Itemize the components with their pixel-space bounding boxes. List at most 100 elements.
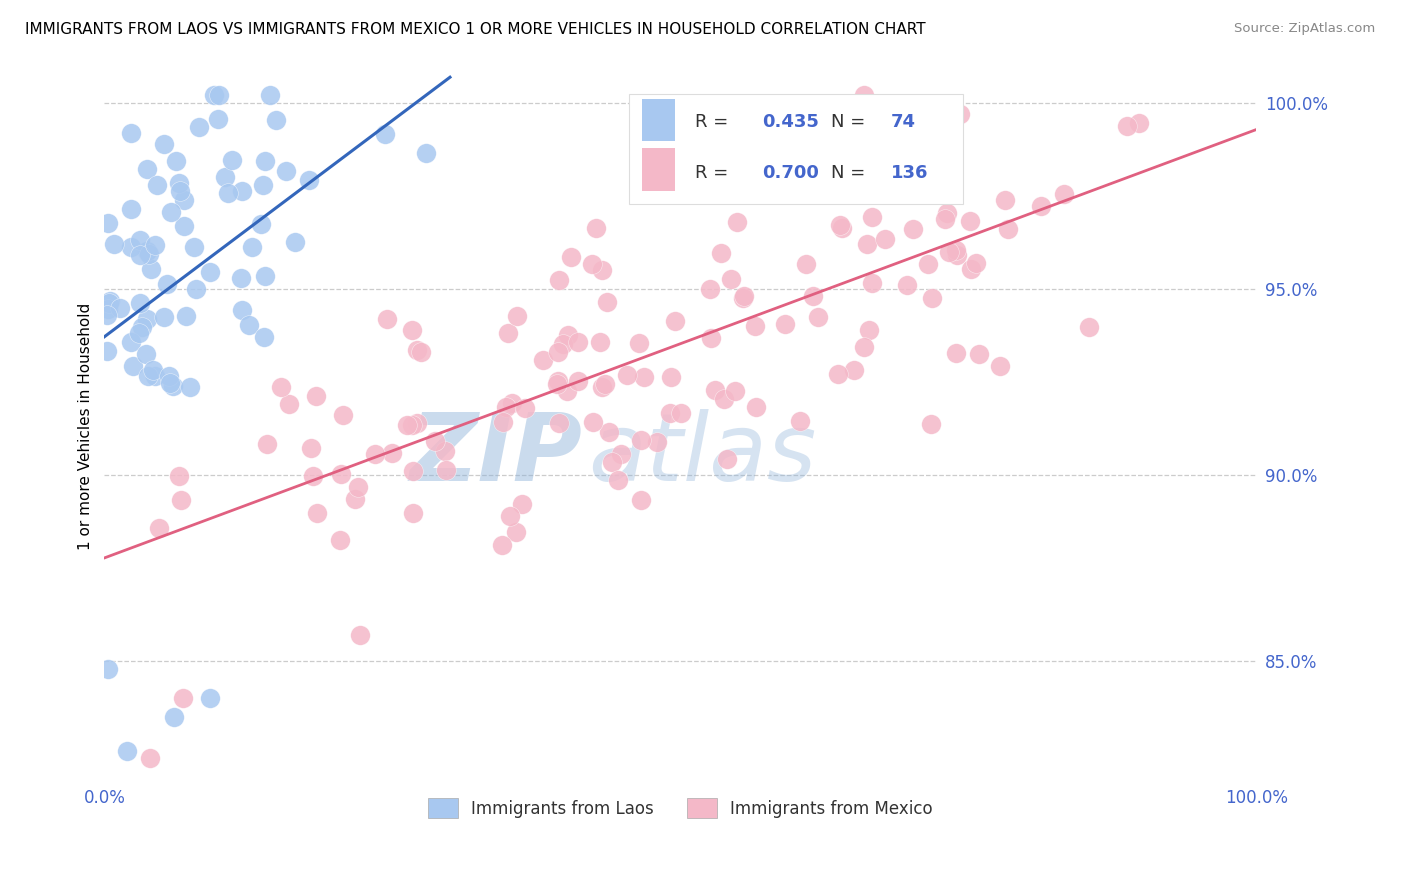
Point	[217, 186, 239, 201]
Text: atlas: atlas	[588, 409, 817, 500]
Point	[551, 336, 574, 351]
Point	[142, 363, 165, 377]
Point	[842, 363, 865, 377]
Point	[825, 156, 848, 170]
Point	[807, 310, 830, 324]
Point	[129, 248, 152, 262]
Point	[1128, 115, 1150, 129]
Point	[733, 289, 755, 303]
Point	[145, 178, 167, 192]
Point	[557, 384, 579, 398]
Point	[920, 417, 942, 431]
Point	[831, 221, 853, 235]
Point	[252, 178, 274, 192]
Point	[409, 345, 432, 359]
Text: 74: 74	[891, 112, 917, 130]
Point	[960, 261, 983, 276]
Point	[591, 380, 613, 394]
Point	[506, 309, 529, 323]
Point	[789, 414, 811, 428]
Point	[585, 221, 607, 235]
Point	[945, 244, 967, 258]
Point	[589, 335, 612, 350]
Point	[606, 473, 628, 487]
Point	[302, 469, 325, 483]
Point	[270, 380, 292, 394]
Point	[415, 145, 437, 160]
Point	[179, 380, 201, 394]
Point	[120, 202, 142, 216]
Point	[120, 126, 142, 140]
Point	[330, 467, 353, 482]
Point	[745, 400, 768, 414]
Point	[97, 301, 120, 316]
Point	[131, 320, 153, 334]
Point	[934, 212, 956, 227]
Point	[401, 418, 423, 433]
Point	[610, 447, 633, 461]
Bar	[643, 148, 675, 191]
Point	[170, 493, 193, 508]
Point	[254, 153, 277, 168]
Point	[896, 132, 918, 146]
Point	[240, 239, 263, 253]
Point	[186, 282, 208, 296]
Point	[917, 256, 939, 270]
Point	[773, 318, 796, 332]
Point	[801, 288, 824, 302]
Point	[496, 326, 519, 340]
Point	[720, 272, 742, 286]
Point	[659, 370, 682, 384]
Point	[405, 416, 427, 430]
Point	[276, 164, 298, 178]
Point	[946, 248, 969, 262]
Point	[709, 245, 731, 260]
Point	[827, 368, 849, 382]
Point	[238, 318, 260, 332]
Text: IMMIGRANTS FROM LAOS VS IMMIGRANTS FROM MEXICO 1 OR MORE VEHICLES IN HOUSEHOLD C: IMMIGRANTS FROM LAOS VS IMMIGRANTS FROM …	[25, 22, 927, 37]
Point	[830, 218, 852, 232]
Text: N =: N =	[831, 112, 872, 130]
Point	[156, 277, 179, 292]
Point	[875, 232, 897, 246]
Point	[259, 88, 281, 103]
Point	[143, 238, 166, 252]
Point	[921, 291, 943, 305]
Point	[938, 244, 960, 259]
Point	[153, 310, 176, 324]
Point	[796, 257, 818, 271]
Point	[253, 329, 276, 343]
Text: Source: ZipAtlas.com: Source: ZipAtlas.com	[1234, 22, 1375, 36]
Point	[183, 240, 205, 254]
Point	[547, 417, 569, 431]
Text: ZIP: ZIP	[409, 409, 582, 501]
Point	[591, 262, 613, 277]
Point	[174, 310, 197, 324]
Point	[533, 352, 555, 367]
Point	[136, 244, 159, 258]
Point	[136, 369, 159, 384]
Point	[645, 435, 668, 450]
Point	[157, 369, 180, 384]
Point	[547, 374, 569, 388]
Point	[97, 662, 120, 676]
Bar	[643, 99, 675, 141]
Point	[375, 312, 398, 326]
Point	[1053, 187, 1076, 202]
Point	[713, 392, 735, 406]
Point	[896, 278, 918, 293]
Point	[596, 294, 619, 309]
Point	[120, 240, 142, 254]
Y-axis label: 1 or more Vehicles in Household: 1 or more Vehicles in Household	[79, 303, 93, 550]
Point	[510, 497, 533, 511]
Point	[433, 444, 456, 458]
Point	[630, 492, 652, 507]
Point	[725, 215, 748, 229]
Point	[567, 335, 589, 350]
Point	[1116, 119, 1139, 133]
Point	[1078, 319, 1101, 334]
Point	[332, 408, 354, 422]
Point	[207, 112, 229, 127]
Point	[121, 359, 143, 373]
Point	[138, 246, 160, 260]
